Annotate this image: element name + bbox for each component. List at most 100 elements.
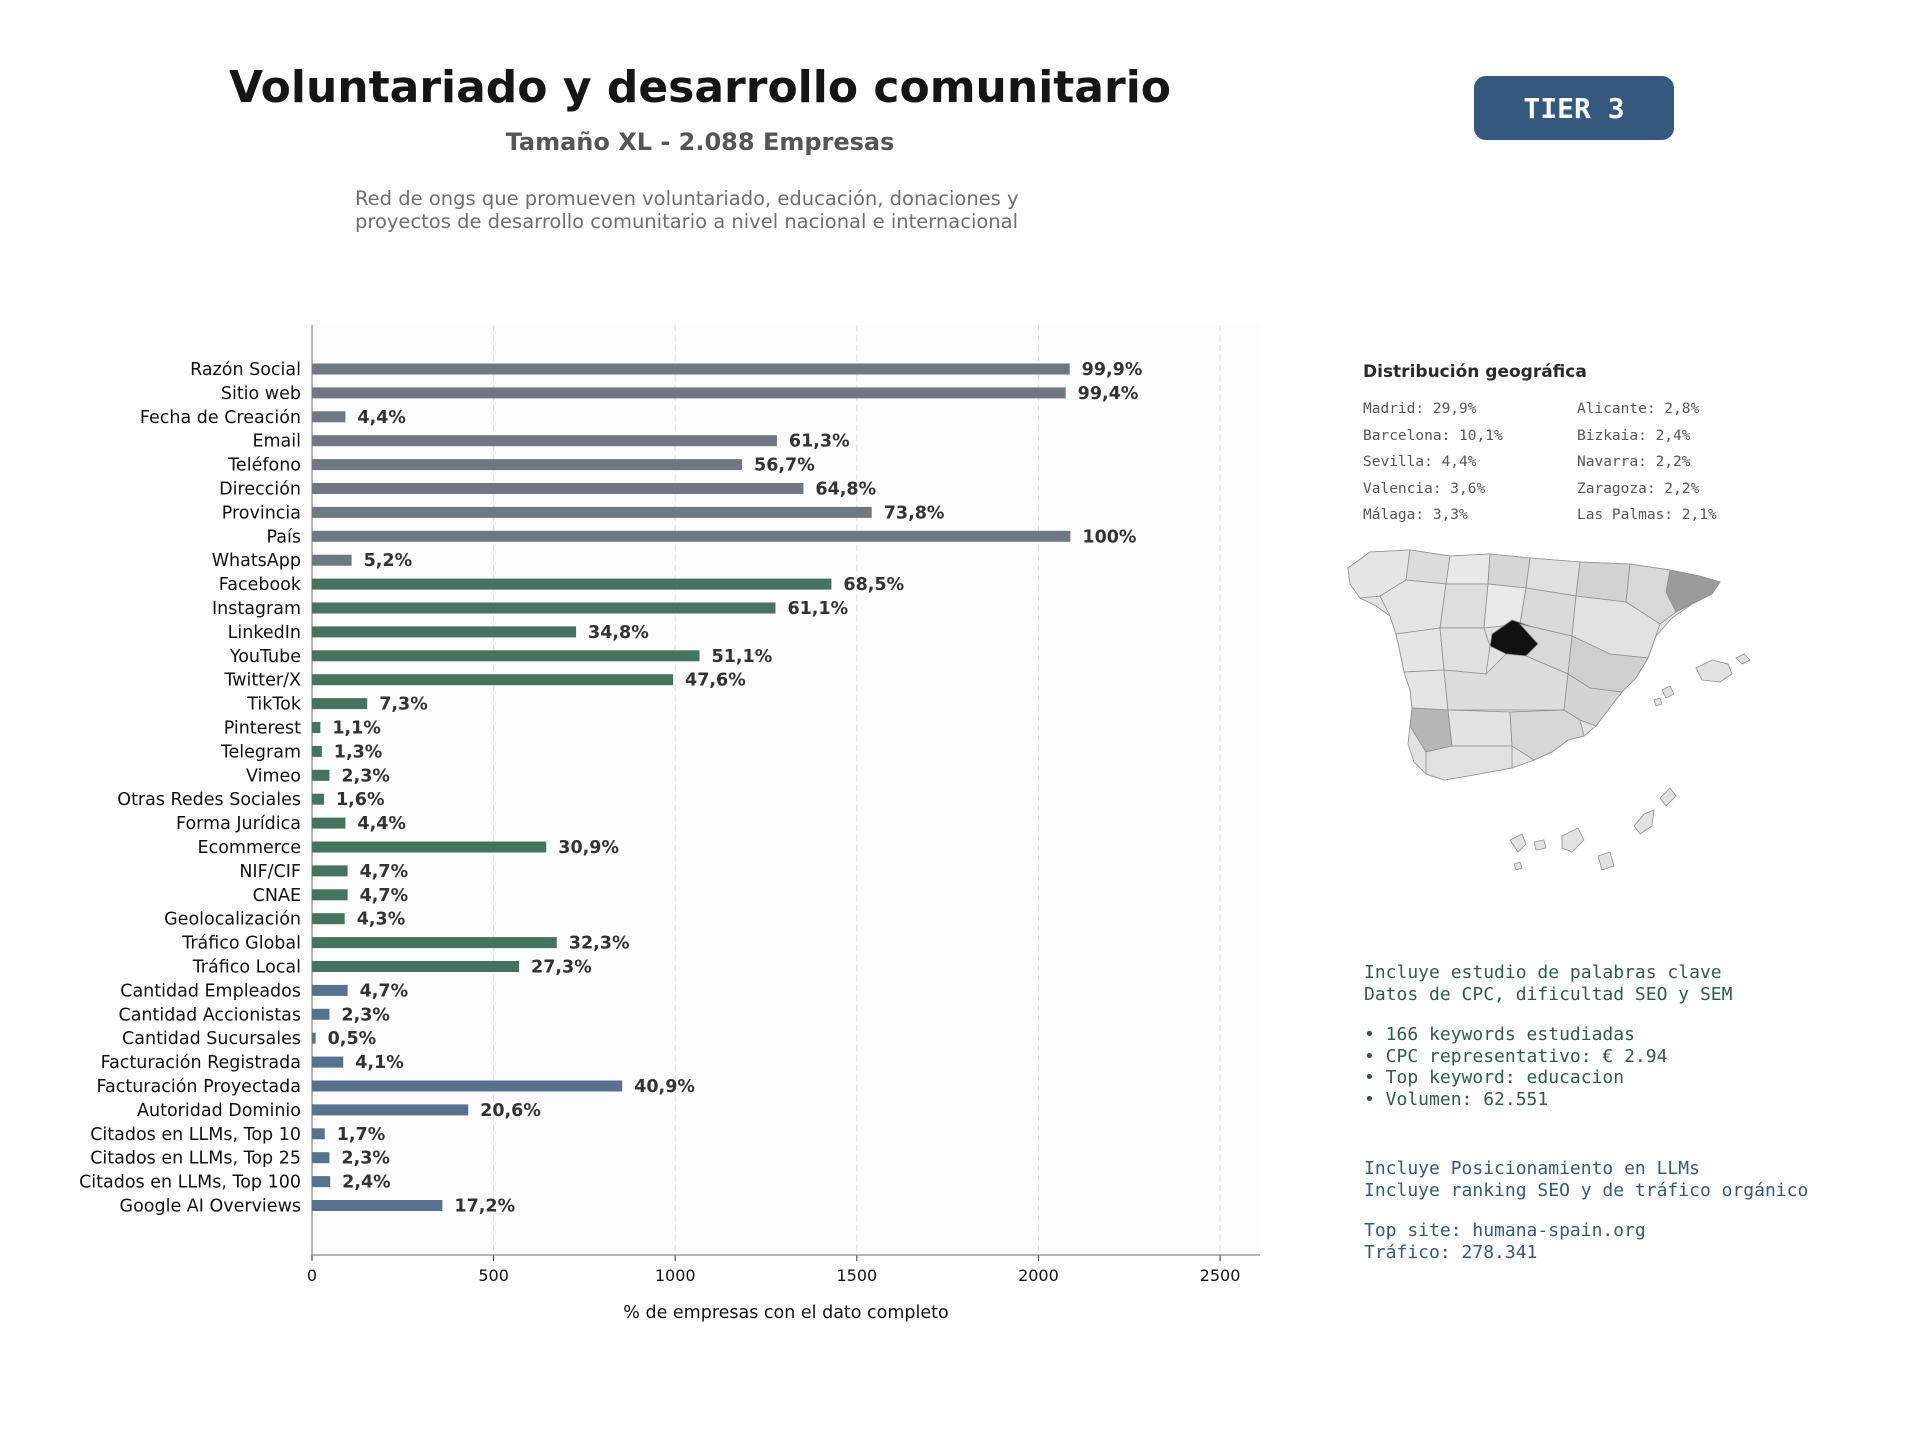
category-label: NIF/CIF — [239, 862, 301, 882]
bar — [312, 1008, 330, 1020]
geo-distribution-list: Madrid: 29,9% Alicante: 2,8% Barcelona: … — [1363, 400, 1803, 526]
data-label: 2,3% — [341, 1149, 390, 1169]
category-label: Email — [252, 432, 301, 452]
data-label: 20,6% — [480, 1101, 541, 1121]
category-label: Cantidad Empleados — [120, 981, 301, 1001]
data-label: 4,1% — [355, 1053, 404, 1073]
geo-item-madrid: Madrid: 29,9% — [1363, 401, 1477, 417]
category-label: CNAE — [253, 886, 301, 906]
data-label: 7,3% — [379, 695, 428, 715]
data-label: 27,3% — [531, 958, 592, 978]
x-tick-label: 1000 — [655, 1266, 696, 1285]
category-label: YouTube — [229, 647, 301, 667]
page-description: Red de ongs que promueven voluntariado, … — [355, 187, 1115, 233]
category-label: Teléfono — [227, 456, 301, 476]
category-label: Cantidad Accionistas — [118, 1005, 301, 1025]
geo-item-sevilla: Sevilla: 4,4% — [1363, 454, 1477, 470]
bar — [312, 1032, 316, 1044]
data-label: 1,7% — [337, 1125, 386, 1145]
seo-bullet: • CPC representativo: € 2.94 — [1364, 1045, 1668, 1067]
tier-badge: TIER 3 — [1474, 76, 1674, 140]
data-label: 1,1% — [332, 719, 381, 739]
category-label: Autoridad Dominio — [137, 1101, 301, 1121]
category-label: Vimeo — [246, 766, 301, 786]
llm-line: Incluye ranking SEO y de tráfico orgánic… — [1364, 1179, 1809, 1201]
category-label: Dirección — [219, 480, 301, 500]
category-label: Geolocalización — [164, 910, 301, 930]
data-label: 61,1% — [787, 599, 848, 619]
page-subtitle: Tamaño XL - 2.088 Empresas — [505, 128, 895, 156]
data-label: 4,7% — [360, 886, 409, 906]
category-label: Citados en LLMs, Top 10 — [90, 1125, 301, 1145]
seo-info: Incluye estudio de palabras clave Datos … — [1364, 962, 1732, 1110]
bar — [312, 889, 348, 901]
bar — [312, 483, 804, 494]
geo-item-alicante: Alicante: 2,8% — [1577, 401, 1700, 417]
category-label: Citados en LLMs, Top 100 — [79, 1173, 301, 1193]
bar — [312, 1176, 331, 1188]
data-label: 0,5% — [328, 1029, 377, 1049]
spain-province-map — [1347, 549, 1751, 871]
category-label: LinkedIn — [228, 623, 301, 643]
data-label: 5,2% — [364, 551, 413, 571]
category-label: Tráfico Global — [181, 934, 301, 954]
geo-item-valencia: Valencia: 3,6% — [1363, 480, 1486, 497]
category-label: País — [267, 527, 301, 547]
data-label: 4,4% — [357, 814, 406, 834]
category-label: Otras Redes Sociales — [117, 790, 301, 810]
description-line: Red de ongs que promueven voluntariado, … — [355, 187, 1019, 210]
data-label: 34,8% — [588, 623, 649, 643]
data-label: 64,8% — [815, 480, 876, 500]
data-label: 1,6% — [336, 790, 385, 810]
data-label: 2,4% — [342, 1173, 391, 1193]
data-label: 4,7% — [360, 981, 409, 1001]
bar — [312, 984, 348, 996]
data-label: 99,4% — [1078, 384, 1139, 404]
bar — [312, 961, 520, 972]
bar — [312, 387, 1066, 399]
data-label: 73,8% — [884, 503, 945, 523]
data-label: 4,4% — [357, 408, 406, 428]
data-label: 2,3% — [341, 1005, 390, 1025]
bar — [312, 937, 557, 949]
bar — [312, 1128, 325, 1140]
category-label: Sitio web — [221, 384, 301, 404]
x-tick-label: 2500 — [1200, 1266, 1241, 1285]
geo-item-zaragoza: Zaragoza: 2,2% — [1577, 480, 1700, 497]
category-label: Citados en LLMs, Top 25 — [90, 1149, 301, 1169]
data-label: 32,3% — [569, 934, 630, 954]
bar — [312, 602, 776, 614]
bar — [312, 865, 348, 877]
category-label: Provincia — [222, 503, 301, 523]
bar — [312, 1152, 330, 1164]
x-axis-label: % de empresas con el dato completo — [623, 1303, 948, 1323]
data-label: 56,7% — [754, 456, 815, 476]
bar — [312, 698, 368, 710]
category-label: Telegram — [220, 742, 301, 762]
geo-item-malaga: Málaga: 3,3% — [1363, 507, 1468, 523]
bar — [312, 626, 577, 638]
llm-info: Incluye Posicionamiento en LLMs Incluye … — [1364, 1158, 1808, 1263]
bar — [312, 1104, 469, 1116]
bar — [312, 1056, 344, 1068]
bar — [312, 722, 321, 733]
category-label: Twitter/X — [223, 671, 301, 691]
bar — [312, 841, 547, 853]
seo-line: Incluye estudio de palabras clave — [1364, 962, 1722, 983]
category-label: Forma Jurídica — [176, 814, 301, 834]
bar — [312, 745, 322, 757]
llm-line: Incluye Posicionamiento en LLMs — [1364, 1158, 1700, 1179]
data-label: 4,7% — [360, 862, 409, 882]
seo-line: Datos de CPC, dificultad SEO y SEM — [1364, 983, 1733, 1005]
data-label: 47,6% — [685, 671, 746, 691]
category-label: Tráfico Local — [192, 958, 301, 978]
category-label: Pinterest — [224, 719, 301, 739]
x-tick-label: 0 — [307, 1266, 317, 1285]
data-label: 30,9% — [558, 838, 619, 858]
data-label: 17,2% — [454, 1197, 515, 1217]
data-label: 68,5% — [843, 575, 904, 595]
data-label: 4,3% — [357, 910, 406, 930]
bar — [312, 554, 352, 566]
bar — [312, 674, 674, 686]
data-label: 1,3% — [334, 742, 383, 762]
